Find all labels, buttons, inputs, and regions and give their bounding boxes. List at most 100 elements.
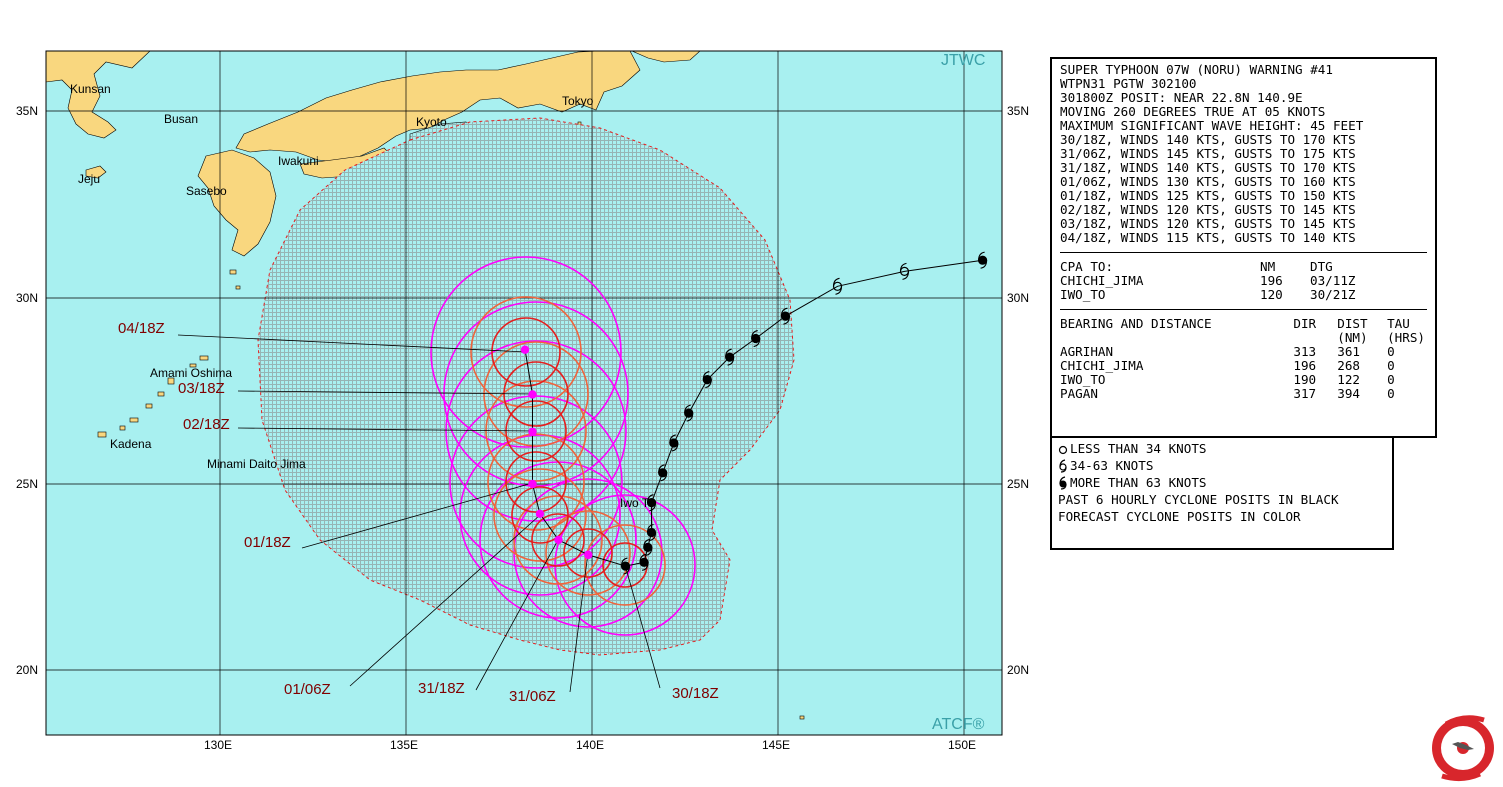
forecast-position-marker [621,561,630,571]
forecast-position-marker [584,550,593,560]
bearing-dist: 361 [1337,344,1360,359]
cpa-dtg: 30/21Z [1310,287,1356,302]
open-circle-icon [1058,445,1068,455]
cpa-header-dtg: DTG [1310,259,1333,274]
bearing-subheader-row: (NM) (HRS) [1060,331,1427,345]
past-position-storm [899,262,910,280]
forecast-label-31-06z: 31/06Z [509,688,556,705]
place-tokyo: Tokyo [562,94,594,108]
bearing-tau: 0 [1387,344,1395,359]
legend-item: MORE THAN 63 KNOTS [1058,476,1386,490]
forecast-position-marker [520,345,530,354]
warning-title: SUPER TYPHOON 07W (NORU) WARNING #41 [1060,62,1333,77]
bearing-header-row: BEARING AND DISTANCE DIR DIST TAU [1060,317,1427,331]
lon-label-145e: 145E [762,738,791,752]
bearing-header-dir: DIR [1293,316,1317,331]
place-busan: Busan [164,112,199,126]
bearing-dir: 196 [1293,358,1317,373]
past-position-typhoon [643,538,653,556]
forecast-intensity-line: 30/18Z, WINDS 140 KTS, GUSTS TO 170 KTS [1060,132,1356,147]
legend-item: 34-63 KNOTS [1058,459,1386,473]
forecast-label-02-18z: 02/18Z [183,416,230,433]
forecast-label-03-18z: 03/18Z [178,380,225,397]
bearing-subheader-blank [1293,331,1337,345]
place-kunsan: Kunsan [70,82,111,96]
forecast-intensity-line: 03/18Z, WINDS 120 KTS, GUSTS TO 145 KTS [1060,216,1356,231]
cpa-header-label: CPA TO: [1060,259,1114,274]
past-position-typhoon [725,348,735,366]
place-sasebo: Sasebo [186,184,227,198]
bearing-subheader-nm: (NM) [1337,330,1368,345]
cpa-header-row: CPA TO: NM DTG [1060,260,1427,274]
bearing-row: CHICHI_JIMA 196 268 0 [1060,359,1427,373]
cpa-row: IWO_TO 120 30/21Z [1060,288,1427,302]
forecast-leader-lines [177,334,661,693]
graticule [46,51,1002,735]
past-position-typhoon [702,371,712,389]
lat-label-right-35n: 35N [1007,104,1030,118]
past-position-typhoon [780,307,791,325]
forecast-label-31-18z: 31/18Z [418,680,465,697]
forecast-intensity-line: 02/18Z, WINDS 120 KTS, GUSTS TO 145 KTS [1060,202,1356,217]
bearing-tau: 0 [1387,372,1395,387]
warning-header-line: WTPN31 PGTW 302100 [1060,76,1197,91]
forecast-intensity-line: 01/18Z, WINDS 125 KTS, GUSTS TO 150 KTS [1060,188,1356,203]
forecast-position-marker [528,390,537,399]
cpa-header-nm: NM [1260,259,1276,274]
bearing-dist: 122 [1337,372,1360,387]
forecast-label-04-18z: 04/18Z [118,320,165,337]
lon-label-140e: 140E [576,738,605,752]
forecast-label-01-18z: 01/18Z [244,534,291,551]
legend-panel: LESS THAN 34 KNOTS 34-63 KNOTS MORE THAN… [1050,436,1394,550]
past-position-typhoon [646,523,657,542]
legend-label: 34-63 KNOTS [1070,458,1154,473]
lon-label-135e: 135E [390,738,419,752]
lat-label-right-20n: 20N [1007,663,1030,677]
bearing-subheader-hrs: (HRS) [1387,330,1426,345]
ryukyu-islands [97,121,805,720]
bearing-header-tau: TAU [1387,316,1410,331]
bearing-location: CHICHI_JIMA [1060,358,1144,373]
lat-label-right-25n: 25N [1007,477,1030,491]
wind-radii-50kt [470,296,666,606]
kyushu-landmass [197,149,277,257]
bearing-header-label: BEARING AND DISTANCE [1060,316,1212,331]
place-kadena: Kadena [110,437,152,451]
legend-note: PAST 6 HOURLY CYCLONE POSITS IN BLACK [1058,492,1339,507]
cpa-dtg: 03/11Z [1310,273,1356,288]
typhoon-icon [1059,476,1067,490]
lon-label-130e: 130E [204,738,233,752]
past-position-typhoon [977,251,988,269]
map-frame [45,50,1003,736]
past-position-typhoon [658,464,668,482]
bearing-tau: 0 [1387,386,1395,401]
bearing-dir: 317 [1293,386,1317,401]
forecast-label-01-06z: 01/06Z [284,681,331,698]
track-layer [520,251,988,575]
place-jeju: Jeju [78,172,101,186]
warning-wave-height: MAXIMUM SIGNIFICANT WAVE HEIGHT: 45 FEET [1060,118,1364,133]
bearing-dist: 394 [1337,386,1360,401]
agency-label: JTWC [941,52,986,69]
korea-landmass [46,51,151,139]
forecast-intensity-line: 31/06Z, WINDS 145 KTS, GUSTS TO 175 KTS [1060,146,1356,161]
place-iwo-to: Iwo To [620,496,655,510]
forecast-position-marker [535,509,545,519]
place-kyoto: Kyoto [416,115,447,129]
warning-position: 301800Z POSIT: NEAR 22.8N 140.9E [1060,90,1303,105]
jeju-island [85,165,107,179]
wind-radii-64kt [491,317,648,588]
bearing-subheader-blank [1060,331,1293,345]
cpa-nm: 196 [1260,273,1283,288]
past-position-typhoon [639,553,649,571]
jtwc-emblem [1432,715,1494,782]
forecast-intensity-line: 31/18Z, WINDS 140 KTS, GUSTS TO 170 KTS [1060,160,1356,175]
place-minami-daito-jima: Minami Daito Jima [207,457,306,471]
past-position-typhoon [669,434,679,452]
cpa-nm: 120 [1260,287,1283,302]
bearing-location: AGRIHAN [1060,344,1114,359]
lat-label-left-35n: 35N [16,104,39,118]
bearing-tau: 0 [1387,358,1395,373]
place-amami-oshima: Amami Oshima [150,366,233,380]
forecast-position-marker [528,427,537,436]
